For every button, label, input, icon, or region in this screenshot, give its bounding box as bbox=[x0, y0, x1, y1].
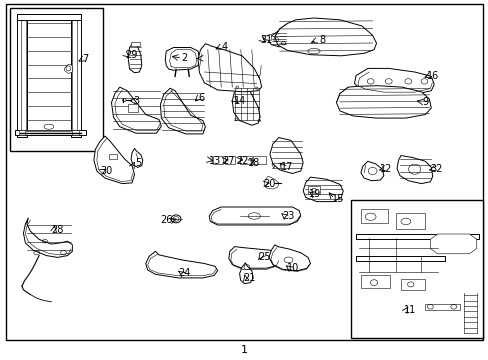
Bar bbox=[395, 213, 425, 229]
Bar bbox=[350, 200, 482, 338]
Text: 9: 9 bbox=[422, 96, 427, 107]
Bar bbox=[400, 279, 425, 290]
Bar bbox=[131, 42, 140, 46]
Polygon shape bbox=[17, 14, 81, 20]
Polygon shape bbox=[429, 234, 476, 254]
Text: 8: 8 bbox=[319, 35, 325, 45]
Polygon shape bbox=[268, 245, 310, 271]
Text: 16: 16 bbox=[426, 71, 438, 81]
Text: 21: 21 bbox=[243, 273, 255, 283]
Polygon shape bbox=[131, 148, 142, 167]
Polygon shape bbox=[336, 86, 430, 118]
Bar bbox=[108, 154, 117, 159]
Text: 6: 6 bbox=[198, 93, 204, 103]
Bar bbox=[307, 186, 320, 194]
Polygon shape bbox=[23, 218, 72, 257]
Polygon shape bbox=[425, 304, 459, 310]
Polygon shape bbox=[355, 234, 478, 239]
Polygon shape bbox=[267, 31, 288, 47]
Text: 29: 29 bbox=[124, 50, 137, 60]
Polygon shape bbox=[264, 176, 278, 189]
Text: 3: 3 bbox=[133, 96, 139, 106]
Text: 22: 22 bbox=[236, 156, 248, 166]
Text: 1: 1 bbox=[241, 345, 247, 355]
Polygon shape bbox=[145, 251, 217, 278]
Text: 18: 18 bbox=[247, 158, 260, 168]
Bar bbox=[360, 209, 387, 223]
Text: 24: 24 bbox=[178, 268, 191, 278]
Polygon shape bbox=[64, 64, 72, 73]
Text: 32: 32 bbox=[429, 164, 442, 174]
Text: 7: 7 bbox=[82, 54, 88, 64]
Polygon shape bbox=[15, 130, 85, 135]
Polygon shape bbox=[263, 34, 271, 40]
Bar bbox=[212, 156, 223, 164]
Polygon shape bbox=[269, 138, 303, 174]
Text: 19: 19 bbox=[308, 189, 321, 199]
Polygon shape bbox=[355, 256, 444, 261]
Text: 4: 4 bbox=[222, 42, 227, 52]
Polygon shape bbox=[228, 247, 279, 268]
Text: 20: 20 bbox=[262, 179, 275, 189]
Text: 30: 30 bbox=[100, 166, 113, 176]
Polygon shape bbox=[94, 136, 134, 184]
Text: 25: 25 bbox=[257, 252, 270, 262]
Bar bbox=[10, 8, 102, 151]
Polygon shape bbox=[111, 87, 161, 133]
Text: 23: 23 bbox=[282, 211, 294, 221]
Polygon shape bbox=[303, 177, 343, 202]
Text: 2: 2 bbox=[182, 53, 187, 63]
Text: 14: 14 bbox=[233, 96, 245, 106]
Polygon shape bbox=[198, 44, 261, 92]
Text: 31: 31 bbox=[260, 35, 272, 45]
Text: 12: 12 bbox=[379, 164, 392, 174]
Bar bbox=[360, 275, 389, 288]
Text: 10: 10 bbox=[286, 263, 299, 273]
Polygon shape bbox=[19, 130, 79, 135]
Polygon shape bbox=[71, 14, 81, 137]
Polygon shape bbox=[128, 43, 142, 73]
Polygon shape bbox=[239, 263, 253, 284]
Polygon shape bbox=[209, 207, 300, 225]
Text: 13: 13 bbox=[208, 156, 221, 166]
Bar bbox=[239, 156, 251, 164]
Text: 27: 27 bbox=[222, 156, 235, 166]
Polygon shape bbox=[274, 18, 376, 56]
Polygon shape bbox=[288, 38, 298, 44]
Bar bbox=[224, 156, 234, 164]
Polygon shape bbox=[232, 85, 260, 125]
Polygon shape bbox=[160, 88, 205, 134]
Polygon shape bbox=[354, 68, 433, 94]
Text: 26: 26 bbox=[160, 215, 172, 225]
Text: 17: 17 bbox=[281, 162, 293, 172]
Polygon shape bbox=[165, 48, 199, 70]
Text: 11: 11 bbox=[403, 305, 415, 315]
Bar bbox=[128, 104, 138, 112]
Polygon shape bbox=[17, 14, 27, 137]
Polygon shape bbox=[360, 161, 383, 181]
Text: 28: 28 bbox=[51, 225, 64, 235]
Bar bbox=[253, 156, 265, 164]
Polygon shape bbox=[396, 156, 432, 184]
Text: 15: 15 bbox=[331, 194, 344, 204]
Text: 5: 5 bbox=[135, 158, 141, 168]
